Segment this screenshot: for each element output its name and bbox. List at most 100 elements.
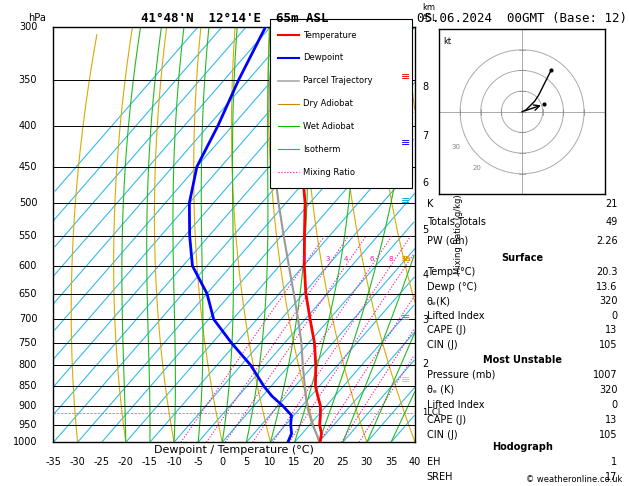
Text: 650: 650 [19, 289, 37, 298]
Text: 2: 2 [301, 256, 306, 262]
Text: Pressure (mb): Pressure (mb) [426, 370, 495, 380]
Text: 6: 6 [422, 178, 428, 188]
Text: -10: -10 [166, 457, 182, 467]
Text: 7: 7 [422, 131, 428, 141]
Text: ≡: ≡ [401, 375, 410, 385]
Text: Dewpoint: Dewpoint [303, 53, 343, 62]
Text: 1: 1 [611, 457, 618, 468]
Text: 20: 20 [313, 457, 325, 467]
Text: 30: 30 [452, 144, 460, 150]
Text: 300: 300 [19, 22, 37, 32]
Text: ≡: ≡ [401, 255, 410, 264]
Text: 49: 49 [605, 217, 618, 227]
Text: Hodograph: Hodograph [492, 442, 552, 452]
Text: Isotherm: Isotherm [303, 145, 340, 154]
Text: 900: 900 [19, 401, 37, 411]
Text: Parcel Trajectory: Parcel Trajectory [303, 76, 372, 85]
Text: 1LCL: 1LCL [422, 408, 443, 417]
Text: © weatheronline.co.uk: © weatheronline.co.uk [526, 474, 623, 484]
Text: 2.26: 2.26 [596, 236, 618, 246]
Text: 8: 8 [422, 82, 428, 92]
Text: -20: -20 [118, 457, 134, 467]
Text: 10: 10 [401, 256, 410, 262]
Text: 4: 4 [343, 256, 348, 262]
Text: -15: -15 [142, 457, 158, 467]
Text: 13: 13 [605, 415, 618, 425]
Text: 600: 600 [19, 261, 37, 271]
Text: 5: 5 [243, 457, 250, 467]
Text: Temp (°C): Temp (°C) [426, 267, 475, 277]
Text: 850: 850 [19, 381, 37, 391]
Text: 13: 13 [605, 326, 618, 335]
Text: 13.6: 13.6 [596, 282, 618, 292]
Text: 2: 2 [422, 359, 428, 368]
Text: ≡: ≡ [401, 138, 410, 148]
Text: 320: 320 [599, 385, 618, 395]
Text: -25: -25 [94, 457, 109, 467]
Text: θₑ(K): θₑ(K) [426, 296, 450, 306]
Text: 0: 0 [611, 400, 618, 410]
Text: 25: 25 [337, 457, 349, 467]
Text: ≡: ≡ [401, 71, 410, 82]
Text: 20.3: 20.3 [596, 267, 618, 277]
Text: 6: 6 [369, 256, 374, 262]
Text: 3: 3 [325, 256, 330, 262]
Text: 05.06.2024  00GMT (Base: 12): 05.06.2024 00GMT (Base: 12) [417, 12, 627, 25]
Text: CAPE (J): CAPE (J) [426, 326, 465, 335]
Text: Totals Totals: Totals Totals [426, 217, 486, 227]
Text: 105: 105 [599, 340, 618, 350]
Text: K: K [426, 199, 433, 208]
Text: hPa: hPa [28, 13, 46, 22]
Text: kt: kt [443, 37, 452, 47]
Text: 20: 20 [472, 165, 481, 171]
Text: Surface: Surface [501, 253, 543, 262]
Text: Dewp (°C): Dewp (°C) [426, 282, 477, 292]
Text: 400: 400 [19, 121, 37, 131]
Text: Mixing Ratio: Mixing Ratio [303, 168, 355, 177]
Text: 35: 35 [385, 457, 398, 467]
Text: 950: 950 [19, 419, 37, 430]
Text: SREH: SREH [426, 472, 453, 483]
Text: 15: 15 [288, 457, 301, 467]
Text: 17: 17 [605, 472, 618, 483]
Text: 350: 350 [19, 75, 37, 85]
Text: 21: 21 [605, 199, 618, 208]
Text: 1000: 1000 [13, 437, 37, 447]
Text: Lifted Index: Lifted Index [426, 311, 484, 321]
Text: 0: 0 [611, 311, 618, 321]
Text: Lifted Index: Lifted Index [426, 400, 484, 410]
Text: EH: EH [426, 457, 440, 468]
Text: 750: 750 [19, 338, 37, 348]
X-axis label: Dewpoint / Temperature (°C): Dewpoint / Temperature (°C) [154, 445, 314, 455]
Text: Most Unstable: Most Unstable [482, 355, 562, 365]
Text: Wet Adiobat: Wet Adiobat [303, 122, 354, 131]
Text: 700: 700 [19, 314, 37, 324]
Text: 8: 8 [388, 256, 392, 262]
Text: 800: 800 [19, 360, 37, 370]
Text: -5: -5 [193, 457, 203, 467]
Text: 0: 0 [219, 457, 225, 467]
Text: 5: 5 [422, 225, 428, 235]
Text: 550: 550 [19, 231, 37, 241]
Text: 500: 500 [19, 198, 37, 208]
Text: CIN (J): CIN (J) [426, 430, 457, 440]
Text: 450: 450 [19, 162, 37, 172]
FancyBboxPatch shape [270, 19, 411, 188]
Text: ≡: ≡ [401, 196, 410, 206]
Text: 10: 10 [264, 457, 277, 467]
Text: 105: 105 [599, 430, 618, 440]
Text: 40: 40 [409, 457, 421, 467]
Text: CIN (J): CIN (J) [426, 340, 457, 350]
Text: -30: -30 [70, 457, 86, 467]
Text: 41°48'N  12°14'E  65m ASL: 41°48'N 12°14'E 65m ASL [140, 12, 328, 25]
Text: CAPE (J): CAPE (J) [426, 415, 465, 425]
Text: 3: 3 [422, 314, 428, 325]
Text: 4: 4 [422, 270, 428, 280]
Text: θₑ (K): θₑ (K) [426, 385, 454, 395]
Text: Temperature: Temperature [303, 31, 357, 39]
Text: 30: 30 [361, 457, 373, 467]
Text: km
ASL: km ASL [422, 3, 438, 22]
Text: 1007: 1007 [593, 370, 618, 380]
Text: ≡: ≡ [401, 312, 410, 323]
Text: PW (cm): PW (cm) [426, 236, 468, 246]
